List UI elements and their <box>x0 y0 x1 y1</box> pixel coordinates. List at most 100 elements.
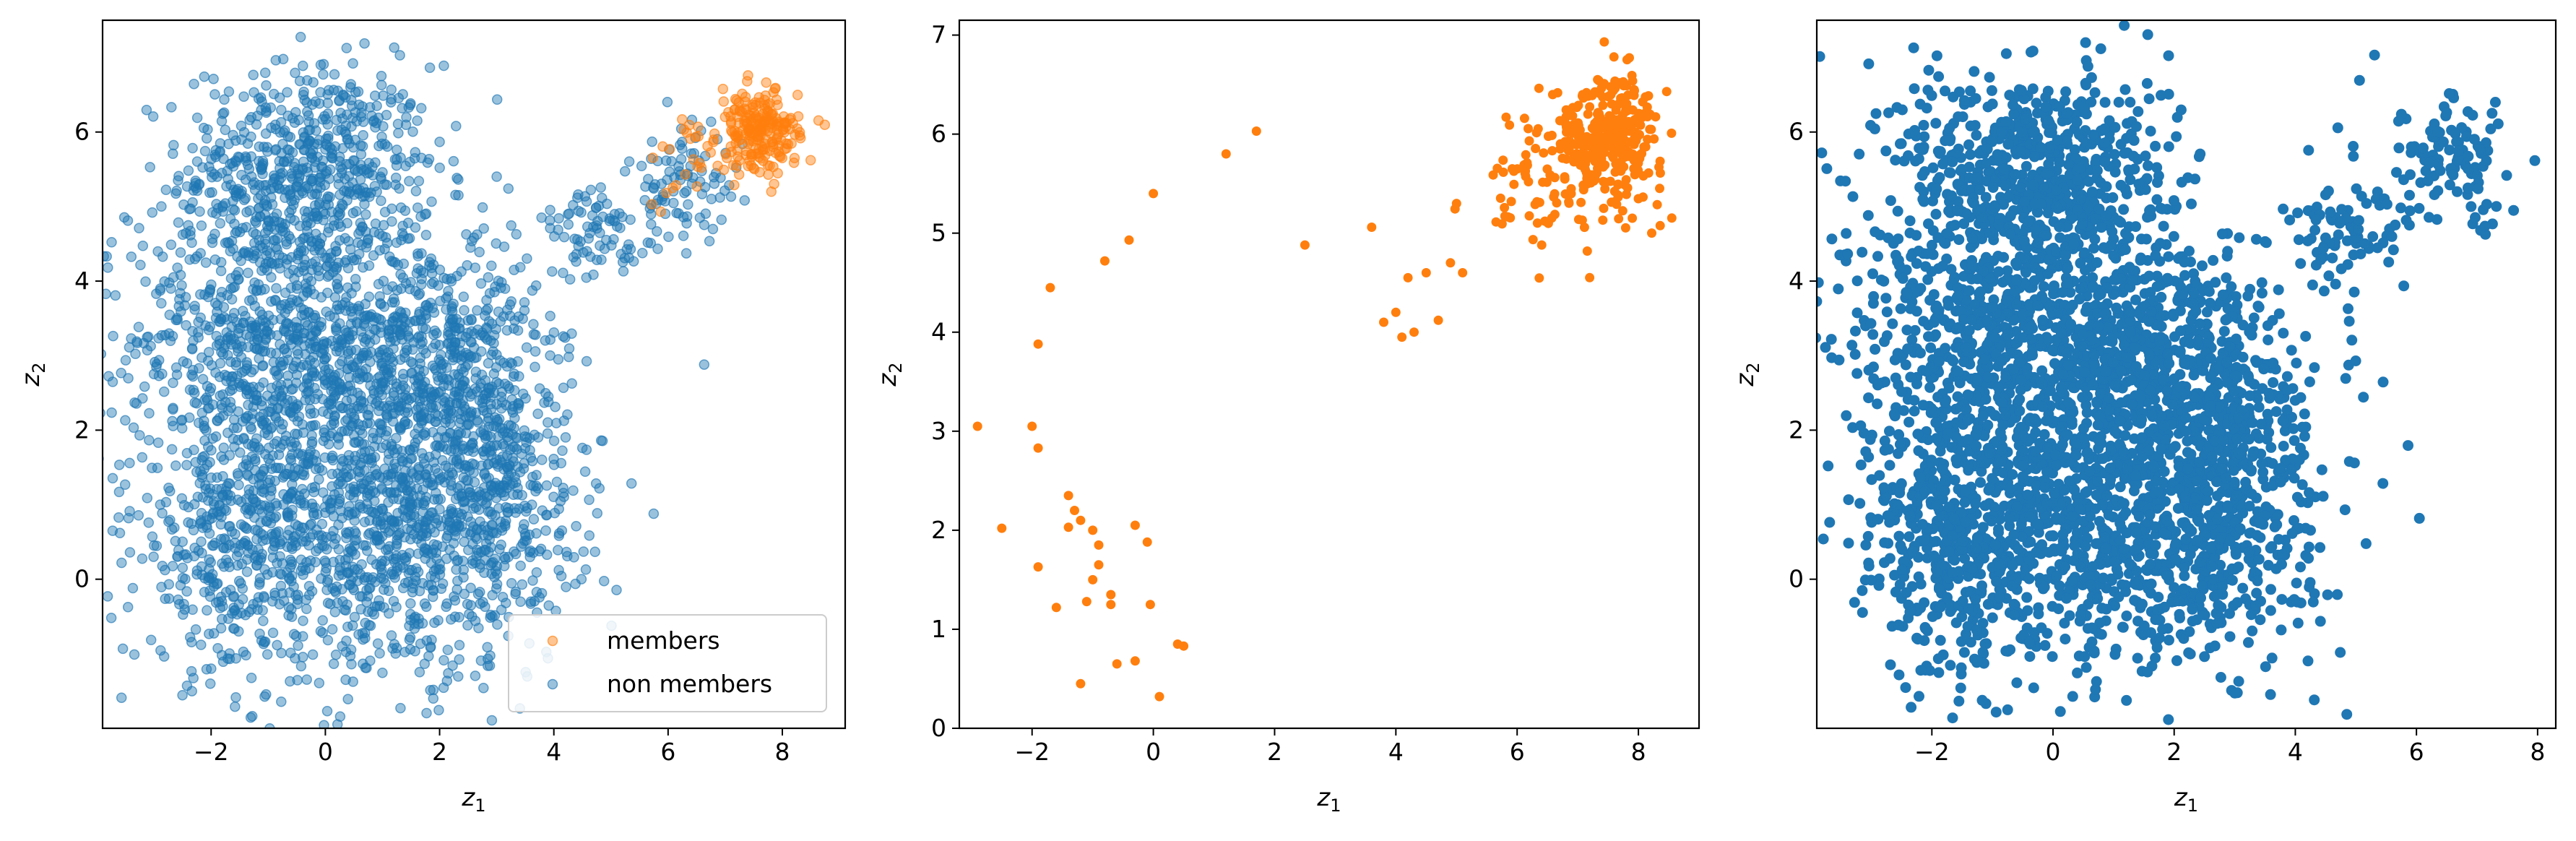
data-point <box>785 113 796 124</box>
data-point <box>293 348 303 360</box>
data-point <box>1923 64 1935 76</box>
data-point <box>226 526 238 537</box>
data-point <box>1621 175 1631 185</box>
data-point <box>349 515 360 526</box>
data-point <box>465 582 476 594</box>
data-point <box>167 415 178 427</box>
data-point <box>190 178 202 189</box>
data-point <box>436 349 446 361</box>
data-point <box>155 283 166 294</box>
data-point <box>707 223 719 235</box>
data-point <box>178 199 189 210</box>
data-point <box>295 32 306 43</box>
data-point <box>183 165 194 176</box>
data-point <box>1524 211 1534 221</box>
data-point <box>320 566 332 578</box>
data-point <box>561 546 572 558</box>
data-point <box>217 613 228 625</box>
data-point <box>271 283 282 294</box>
data-point <box>522 253 532 264</box>
data-point <box>1561 105 1571 115</box>
data-point <box>545 311 556 322</box>
data-point <box>261 79 272 91</box>
data-point <box>394 50 405 61</box>
data-point <box>1552 87 1563 98</box>
data-point <box>80 346 90 355</box>
data-point <box>204 554 215 565</box>
data-point <box>333 478 344 490</box>
data-point <box>510 586 522 598</box>
data-point <box>322 271 333 283</box>
data-point <box>1599 37 1609 47</box>
data-point <box>429 617 440 629</box>
data-point <box>1623 116 1633 126</box>
data-point <box>254 573 266 584</box>
data-point <box>248 394 260 405</box>
data-point <box>451 564 462 575</box>
data-point <box>735 134 745 145</box>
data-point <box>353 99 365 111</box>
data-point <box>334 711 346 723</box>
data-point <box>1538 177 1548 187</box>
data-point <box>1543 131 1553 142</box>
data-point <box>183 220 194 231</box>
data-point <box>646 219 657 230</box>
data-point <box>376 131 387 142</box>
data-point <box>166 444 178 455</box>
data-point <box>485 441 496 452</box>
data-point <box>359 517 371 527</box>
data-point <box>515 560 526 572</box>
data-point <box>1821 163 1833 174</box>
data-point <box>266 272 277 283</box>
data-point <box>1607 150 1617 160</box>
data-point <box>482 323 493 335</box>
data-point <box>330 322 342 333</box>
data-point <box>314 271 325 282</box>
data-point <box>405 608 416 620</box>
data-point <box>528 514 540 525</box>
data-point <box>402 523 413 535</box>
data-point <box>358 262 368 273</box>
data-point <box>700 208 712 219</box>
data-point <box>1051 603 1061 613</box>
data-point <box>211 330 222 342</box>
data-point <box>301 674 312 685</box>
data-point <box>215 217 226 229</box>
data-point <box>258 180 269 191</box>
data-point <box>363 167 375 178</box>
data-point <box>491 171 502 182</box>
data-point <box>339 604 350 616</box>
data-point <box>347 361 359 372</box>
data-point <box>180 292 191 303</box>
data-point <box>2132 105 2144 117</box>
data-point <box>774 116 785 127</box>
data-point <box>597 192 608 204</box>
data-point <box>212 472 222 483</box>
data-point <box>329 220 340 231</box>
data-point <box>309 310 320 321</box>
data-point <box>292 675 303 686</box>
data-point <box>766 137 778 147</box>
data-point <box>705 147 717 158</box>
data-point <box>282 254 293 265</box>
data-point <box>359 574 370 585</box>
data-point <box>380 232 392 243</box>
data-point <box>374 648 385 659</box>
data-point <box>151 358 163 370</box>
x-tick-label: 0 <box>1146 738 1161 766</box>
data-point <box>362 238 373 249</box>
data-point <box>564 274 576 285</box>
data-point <box>1130 656 1140 666</box>
data-point <box>315 626 327 637</box>
data-point <box>625 243 636 255</box>
data-point <box>405 598 416 609</box>
data-point <box>352 165 363 177</box>
data-point <box>454 337 466 348</box>
data-point <box>668 197 679 209</box>
data-point <box>186 237 197 249</box>
data-point <box>400 555 412 566</box>
data-point <box>496 397 508 408</box>
data-point <box>1599 203 1609 213</box>
data-point <box>285 493 297 504</box>
data-point <box>259 67 271 79</box>
